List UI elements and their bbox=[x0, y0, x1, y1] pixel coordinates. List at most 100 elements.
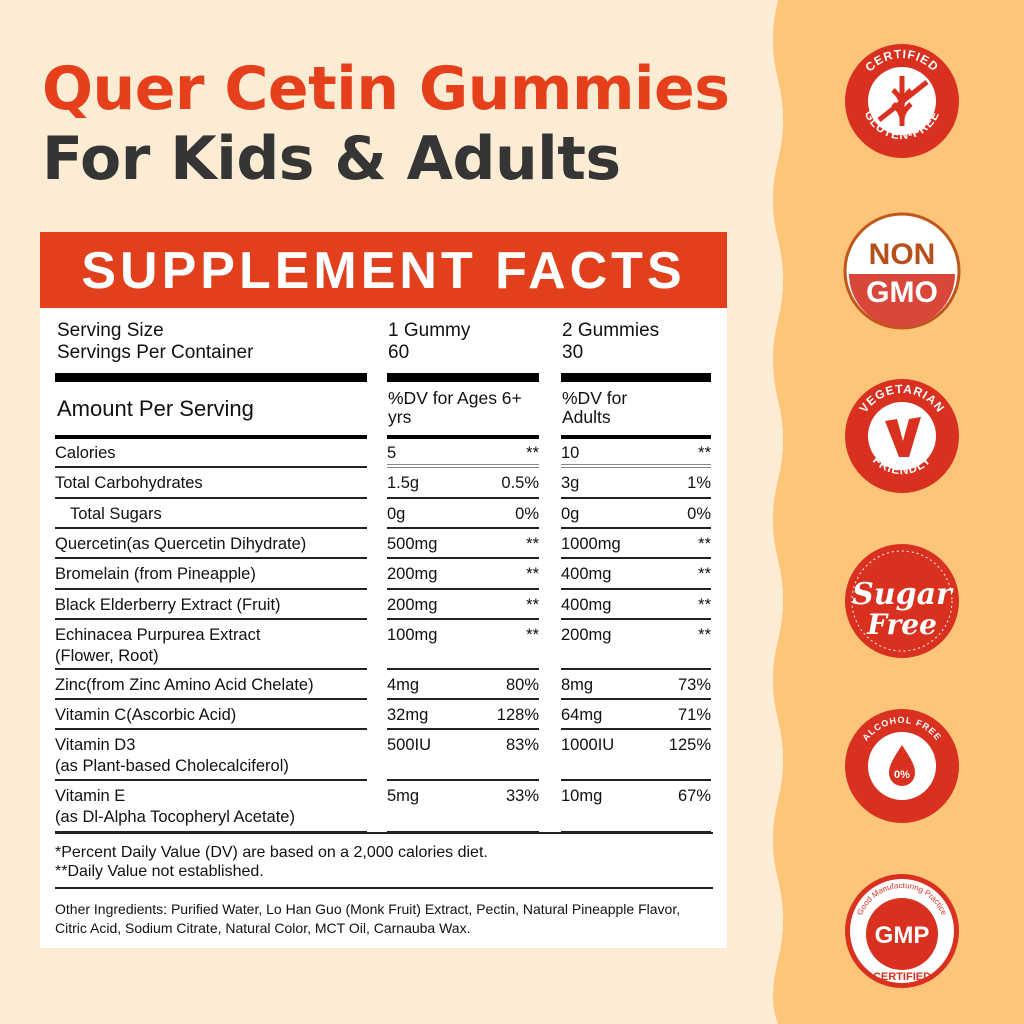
kids-servings: 60 bbox=[388, 342, 410, 363]
kids-amount: 100mg bbox=[387, 626, 438, 644]
adult-dv: ** bbox=[698, 596, 711, 614]
nutrient-name: Calories bbox=[55, 438, 367, 468]
nutrient-sublabel: (as Dl-Alpha Tocopheryl Acetate) bbox=[55, 808, 295, 826]
kids-amount: 500IU bbox=[387, 736, 432, 754]
kids-amount: 1.5g bbox=[387, 474, 420, 492]
kids-cell: 5mg 33% bbox=[387, 781, 539, 833]
kids-cell: 32mg 128% bbox=[387, 700, 539, 730]
kids-amount: 500mg bbox=[387, 535, 438, 553]
adult-amount: 400mg bbox=[561, 596, 612, 614]
nutrient-name: Total Sugars bbox=[55, 499, 367, 529]
adult-dv: 1% bbox=[687, 474, 711, 492]
kids-amount: 0g bbox=[387, 505, 406, 523]
adult-cell: 8mg 73% bbox=[561, 670, 711, 700]
adult-amount: 64mg bbox=[561, 706, 603, 724]
facts-row: Total Carbohydrates 1.5g 0.5% 3g 1% bbox=[55, 468, 711, 499]
product-subtitle: For Kids & Adults bbox=[42, 124, 621, 194]
facts-row: Vitamin E (as Dl-Alpha Tocopheryl Acetate… bbox=[55, 781, 711, 833]
nutrient-label: Quercetin(as Quercetin Dihydrate) bbox=[55, 535, 307, 553]
adult-amount: 8mg bbox=[561, 676, 594, 694]
adult-cell: 10mg 67% bbox=[561, 781, 711, 833]
badge-text: GMO bbox=[866, 276, 938, 309]
kids-dv: ** bbox=[526, 565, 539, 583]
orange-side-strip bbox=[773, 0, 1024, 1024]
nutrient-name: Echinacea Purpurea Extract (Flower, Root) bbox=[55, 620, 367, 670]
divider bbox=[55, 887, 713, 889]
other-ingredients: Other Ingredients: Purified Water, Lo Ha… bbox=[55, 901, 681, 936]
badge-text: GMP bbox=[875, 922, 930, 949]
footnote-dv: *Percent Daily Value (DV) are based on a… bbox=[55, 844, 488, 861]
nutrient-label: Vitamin C(Ascorbic Acid) bbox=[55, 706, 237, 724]
divider bbox=[387, 435, 539, 439]
nutrient-label: Vitamin E bbox=[55, 787, 126, 805]
adult-dv: 67% bbox=[677, 787, 711, 805]
adult-cell: 200mg ** bbox=[561, 620, 711, 670]
kids-dv: ** bbox=[526, 535, 539, 553]
kids-cell: 200mg ** bbox=[387, 590, 539, 620]
adult-cell: 10 ** bbox=[561, 438, 711, 468]
gmp-icon: Good Manufacturing Practice GMP CERTIFIE… bbox=[843, 872, 961, 990]
alcohol-free-icon: ALCOHOL FREE 0% bbox=[843, 707, 961, 825]
kids-cell: 200mg ** bbox=[387, 559, 539, 590]
vegetarian-icon: VEGETARIAN FRIENDLY bbox=[843, 377, 961, 495]
nutrient-name: Vitamin E (as Dl-Alpha Tocopheryl Acetate… bbox=[55, 781, 367, 833]
kids-amount: 32mg bbox=[387, 706, 429, 724]
adult-amount: 10mg bbox=[561, 787, 603, 805]
kids-cell: 100mg ** bbox=[387, 620, 539, 670]
facts-row: Vitamin D3 (as Plant-based Cholecalcifero… bbox=[55, 730, 711, 781]
nutrient-sublabel: (Flower, Root) bbox=[55, 647, 159, 665]
kids-amount: 4mg bbox=[387, 676, 420, 694]
nutrient-name: Vitamin C(Ascorbic Acid) bbox=[55, 700, 367, 730]
nutrient-name: Black Elderberry Extract (Fruit) bbox=[55, 590, 367, 620]
badge-text: CERTIFIED bbox=[873, 971, 931, 983]
kids-dv: ** bbox=[526, 444, 539, 462]
facts-row: Total Sugars 0g 0% 0g 0% bbox=[55, 499, 711, 529]
adult-dv: 125% bbox=[668, 736, 711, 754]
kids-dv: 128% bbox=[496, 706, 539, 724]
badge-text: Free bbox=[866, 608, 937, 641]
adult-amount: 200mg bbox=[561, 626, 612, 644]
kids-cell: 500mg ** bbox=[387, 529, 539, 559]
adult-dv: 73% bbox=[677, 676, 711, 694]
facts-row: Quercetin(as Quercetin Dihydrate) 500mg *… bbox=[55, 529, 711, 559]
nutrient-label: Black Elderberry Extract (Fruit) bbox=[55, 596, 281, 614]
facts-row: Black Elderberry Extract (Fruit) 200mg **… bbox=[55, 590, 711, 620]
adult-cell: 1000mg ** bbox=[561, 529, 711, 559]
serving-size-label: Serving Size bbox=[57, 320, 164, 341]
adult-amount: 1000IU bbox=[561, 736, 615, 754]
non-gmo-icon: NON GMO bbox=[843, 212, 961, 330]
facts-row: Bromelain (from Pineapple) 200mg ** 400mg… bbox=[55, 559, 711, 590]
servings-label: Servings Per Container bbox=[57, 342, 254, 363]
kids-dv: ** bbox=[526, 626, 539, 644]
adult-cell: 64mg 71% bbox=[561, 700, 711, 730]
facts-header: SUPPLEMENT FACTS bbox=[40, 232, 727, 308]
nutrient-label: Total Sugars bbox=[70, 505, 162, 523]
divider bbox=[55, 373, 367, 382]
nutrient-label: Echinacea Purpurea Extract bbox=[55, 626, 261, 644]
adult-dv: ** bbox=[698, 565, 711, 583]
adult-dv: 71% bbox=[677, 706, 711, 724]
adult-dv: ** bbox=[698, 626, 711, 644]
nutrient-label: Total Carbohydrates bbox=[55, 474, 203, 492]
kids-amount: 5 bbox=[387, 444, 397, 462]
divider bbox=[561, 373, 711, 382]
kids-dv-label: %DV for Ages 6+ yrs bbox=[388, 388, 522, 427]
nutrient-label: Vitamin D3 bbox=[55, 736, 136, 754]
adult-cell: 3g 1% bbox=[561, 468, 711, 499]
badge-text: 0% bbox=[894, 769, 910, 781]
adult-cell: 400mg ** bbox=[561, 559, 711, 590]
facts-row: Calories 5 ** 10 ** bbox=[55, 438, 711, 468]
kids-cell: 4mg 80% bbox=[387, 670, 539, 700]
nutrient-sublabel: (as Plant-based Cholecalciferol) bbox=[55, 757, 289, 775]
kids-amount: 5mg bbox=[387, 787, 420, 805]
nutrient-label: Zinc(from Zinc Amino Acid Chelate) bbox=[55, 676, 314, 694]
adult-serving: 2 Gummies bbox=[562, 320, 660, 341]
kids-cell: 0g 0% bbox=[387, 499, 539, 529]
adult-amount: 0g bbox=[561, 505, 580, 523]
amount-per-serving: Amount Per Serving bbox=[57, 396, 254, 421]
kids-dv: 80% bbox=[505, 676, 539, 694]
nutrient-name: Total Carbohydrates bbox=[55, 468, 367, 499]
adult-amount: 10 bbox=[561, 444, 580, 462]
adult-cell: 0g 0% bbox=[561, 499, 711, 529]
nutrient-name: Quercetin(as Quercetin Dihydrate) bbox=[55, 529, 367, 559]
